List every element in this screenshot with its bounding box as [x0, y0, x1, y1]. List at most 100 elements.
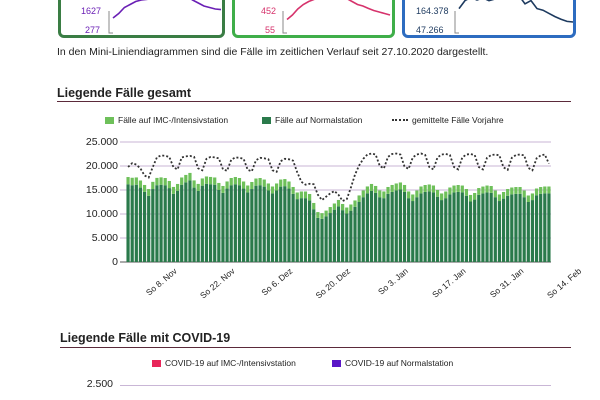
- bar-intensivstation: [308, 193, 312, 201]
- bar-normalstation: [518, 193, 522, 262]
- bar-intensivstation: [287, 181, 291, 189]
- bar-normalstation: [229, 185, 233, 262]
- bar-intensivstation: [312, 202, 316, 210]
- bar-intensivstation: [386, 186, 390, 194]
- x-tick-label: So 20. Dez: [314, 266, 353, 301]
- bar-intensivstation: [448, 187, 452, 195]
- bar-normalstation: [237, 185, 242, 262]
- bar-intensivstation: [208, 176, 213, 185]
- x-tick-label: So 31. Jan: [488, 266, 526, 300]
- bar-intensivstation: [229, 178, 233, 186]
- bar-normalstation: [353, 206, 357, 262]
- y-tick-label: 5.000: [91, 232, 118, 244]
- bar-normalstation: [349, 210, 353, 262]
- bar-intensivstation: [543, 186, 547, 194]
- bar-intensivstation: [452, 185, 456, 193]
- bar-intensivstation: [526, 195, 530, 202]
- bar-normalstation: [274, 190, 279, 262]
- bar-intensivstation: [534, 188, 539, 196]
- bar-normalstation: [295, 199, 299, 262]
- bar-normalstation: [543, 193, 547, 262]
- bar-intensivstation: [233, 176, 237, 185]
- bar-intensivstation: [279, 179, 283, 187]
- mini-label-top: 1627: [81, 6, 102, 16]
- bar-normalstation: [134, 184, 138, 262]
- bar-normalstation: [386, 193, 390, 262]
- bar-intensivstation: [217, 182, 221, 190]
- bar-intensivstation: [506, 188, 510, 196]
- legend-label: gemittelte Fälle Vorjahre: [412, 115, 504, 125]
- bar-normalstation: [217, 190, 221, 262]
- bar-intensivstation: [456, 185, 460, 192]
- bar-intensivstation: [291, 186, 295, 194]
- legend-item-intensiv: Fälle auf IMC-/Intensivstation: [105, 115, 228, 125]
- bar-normalstation: [159, 184, 163, 262]
- bar-intensivstation: [382, 191, 386, 199]
- mini-chart-intensiv: 452 55: [232, 0, 395, 38]
- bar-intensivstation: [398, 182, 403, 190]
- legend-label: Fälle auf IMC-/Intensivstation: [118, 115, 229, 125]
- bar-normalstation: [184, 182, 188, 262]
- bar-normalstation: [506, 195, 510, 262]
- bar-normalstation: [328, 213, 332, 262]
- bar-intensivstation: [468, 194, 473, 202]
- x-tick-label: So 3. Jan: [376, 266, 410, 297]
- bar-intensivstation: [151, 181, 155, 190]
- bar-intensivstation: [522, 190, 526, 198]
- bar-normalstation: [258, 185, 262, 262]
- x-tick-label: So 6. Dez: [259, 266, 294, 298]
- bar-normalstation: [270, 193, 275, 262]
- bar-normalstation: [142, 191, 147, 262]
- bar-normalstation: [452, 192, 456, 262]
- bar-normalstation: [489, 192, 493, 262]
- bar-normalstation: [365, 193, 369, 262]
- bar-normalstation: [303, 198, 308, 262]
- bar-intensivstation: [175, 183, 180, 191]
- mini-label-top: 452: [261, 6, 277, 16]
- bar-intensivstation: [332, 203, 336, 210]
- bar-intensivstation: [514, 187, 518, 194]
- bar-intensivstation: [241, 181, 246, 189]
- bar-intensivstation: [407, 191, 411, 199]
- bar-normalstation: [341, 210, 345, 262]
- bar-normalstation: [407, 198, 411, 262]
- bar-normalstation: [394, 190, 398, 262]
- bar-normalstation: [196, 190, 200, 262]
- x-tick-label: So 14. Feb: [545, 266, 583, 301]
- bar-intensivstation: [374, 185, 378, 193]
- bar-normalstation: [530, 200, 535, 262]
- bar-intensivstation: [444, 191, 448, 199]
- bar-normalstation: [279, 186, 283, 262]
- bar-normalstation: [485, 192, 489, 262]
- bar-normalstation: [262, 186, 266, 262]
- bar-normalstation: [299, 198, 303, 262]
- mini-label-top: 164.378: [416, 6, 449, 16]
- bar-normalstation: [473, 199, 477, 262]
- bar-intensivstation: [419, 186, 423, 194]
- bar-intensivstation: [402, 184, 407, 192]
- bar-normalstation: [221, 192, 225, 262]
- bar-intensivstation: [126, 177, 130, 185]
- bar-normalstation: [378, 197, 382, 262]
- bar-normalstation: [138, 187, 143, 262]
- bar-intensivstation: [423, 185, 427, 192]
- bar-normalstation: [423, 191, 427, 262]
- bar-normalstation: [464, 195, 469, 262]
- bar-normalstation: [435, 196, 440, 262]
- bar-intensivstation: [254, 178, 258, 186]
- legend-label: COVID-19 auf IMC-/Intensivstation: [165, 358, 296, 368]
- bar-normalstation: [468, 201, 473, 262]
- bar-intensivstation: [299, 191, 303, 199]
- grid-line: [120, 385, 551, 386]
- bar-intensivstation: [497, 194, 502, 202]
- mini-label-bottom: 277: [85, 25, 101, 35]
- y-tick-label: 15.000: [85, 184, 118, 196]
- bar-intensivstation: [415, 190, 419, 198]
- bar-normalstation: [283, 186, 287, 262]
- bar-normalstation: [390, 191, 394, 262]
- bar-normalstation: [180, 184, 184, 262]
- bar-intensivstation: [155, 177, 159, 186]
- bar-normalstation: [200, 185, 204, 262]
- legend-label: Fälle auf Normalstation: [275, 115, 363, 125]
- bar-normalstation: [415, 197, 419, 262]
